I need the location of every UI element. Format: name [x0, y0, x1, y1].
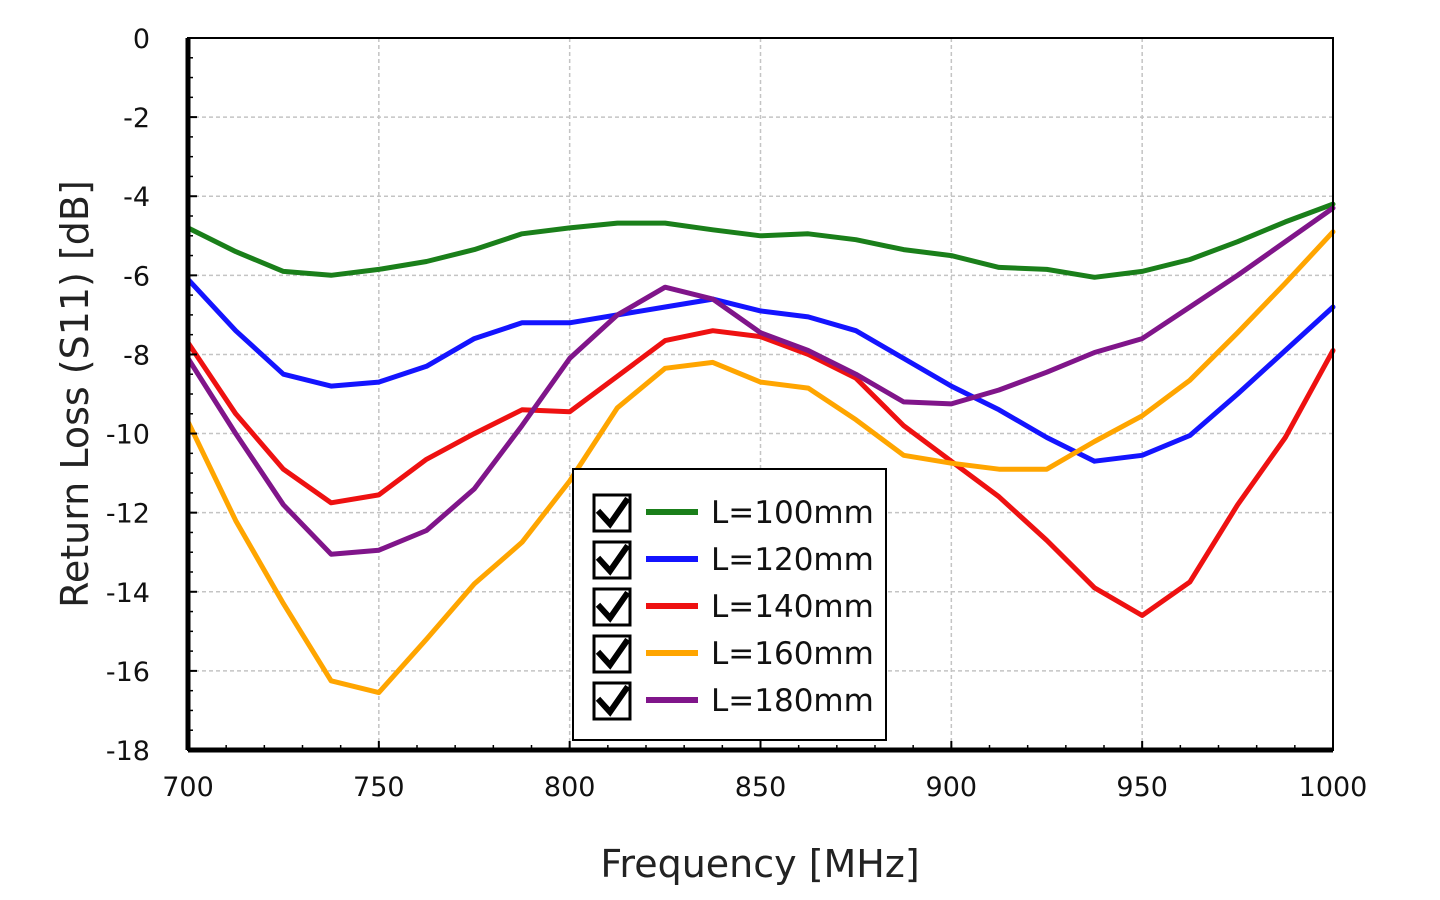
y-tick-label: -12 [106, 499, 150, 530]
legend-label: L=140mm [711, 589, 874, 625]
x-axis-title: Frequency [MHz] [600, 842, 919, 886]
x-tick-label: 850 [735, 772, 787, 803]
y-tick-label: 0 [133, 24, 150, 55]
legend-item[interactable]: L=140mm [592, 587, 874, 627]
legend-item[interactable]: L=100mm [592, 493, 874, 533]
legend-label: L=120mm [711, 542, 874, 578]
plot-frame [185, 37, 1334, 753]
gridlines [188, 38, 1333, 750]
y-tick-label: -18 [106, 736, 150, 767]
y-tick-label: -4 [123, 182, 150, 213]
legend: L=100mm L=120mm L=140mm L=160mm L=180mm [572, 468, 887, 741]
series-line-l-120mm [185, 276, 1336, 464]
y-tick-label: -16 [106, 657, 150, 688]
legend-item[interactable]: L=160mm [592, 634, 874, 674]
checkmark-icon [595, 590, 631, 623]
series-line-l-160mm [185, 229, 1336, 696]
x-tick-label: 750 [353, 772, 405, 803]
legend-label: L=160mm [711, 636, 874, 672]
y-tick-label: -10 [106, 420, 150, 451]
series-lines [185, 201, 1336, 696]
checkmark-icon [595, 637, 631, 670]
series-line-l-180mm [185, 205, 1336, 557]
y-axis-title: Return Loss (S11) [dB] [53, 180, 97, 608]
y-tick-label: -8 [123, 340, 150, 371]
series-line-l-140mm [185, 328, 1336, 618]
x-tick-label: 800 [544, 772, 596, 803]
legend-checkbox[interactable] [592, 634, 632, 674]
checkmark-icon [595, 496, 631, 529]
series-line-l-100mm [185, 201, 1336, 280]
legend-label: L=180mm [711, 683, 874, 719]
x-tick-label: 900 [926, 772, 978, 803]
x-tick-label: 700 [162, 772, 214, 803]
y-tick-label: -2 [123, 103, 150, 134]
checkmark-icon [595, 543, 631, 576]
legend-label: L=100mm [711, 495, 874, 531]
x-tick-label: 1000 [1299, 772, 1368, 803]
tick-labels: 0 -2 -4 -6 -8 -10 -12 -14 -16 -18 700 750 800 850 900 9… [106, 24, 1367, 803]
y-tick-label: -6 [123, 261, 150, 292]
y-tick-label: -14 [106, 578, 150, 609]
checkmark-icon [595, 684, 631, 717]
legend-item[interactable]: L=120mm [592, 540, 874, 580]
legend-item[interactable]: L=180mm [592, 681, 874, 721]
x-tick-label: 950 [1116, 772, 1168, 803]
